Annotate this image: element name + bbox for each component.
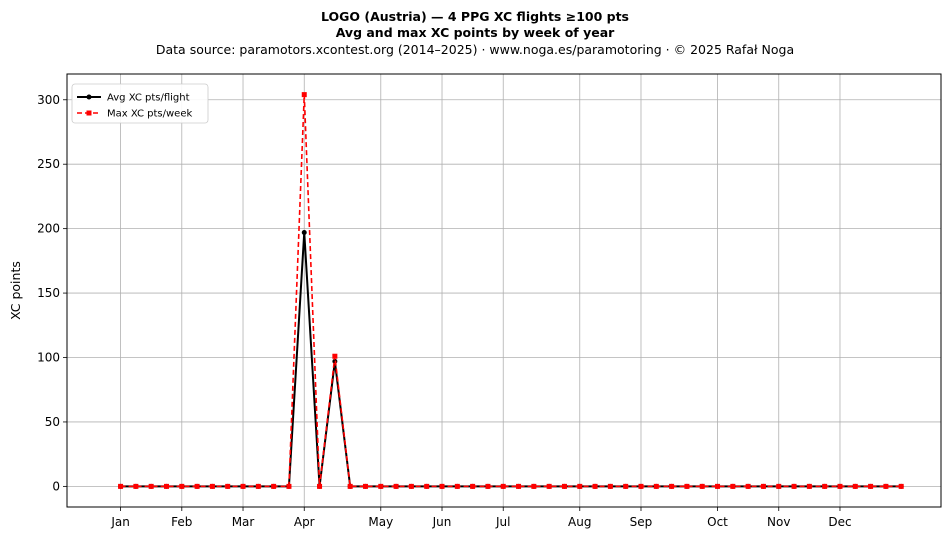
legend-label-max: Max XC pts/week (107, 109, 192, 120)
point-max (470, 483, 476, 489)
point-max (837, 483, 843, 489)
point-max (301, 92, 307, 98)
x-tick-label: Nov (767, 515, 790, 529)
point-max (623, 483, 629, 489)
point-max (317, 483, 323, 489)
point-max (255, 483, 261, 489)
plot-frame (66, 73, 942, 508)
point-max (745, 483, 751, 489)
point-max (209, 483, 215, 489)
point-max (332, 353, 338, 359)
point-max (760, 483, 766, 489)
point-max (898, 483, 904, 489)
legend: Avg XC pts/flight Max XC pts/week (71, 83, 209, 124)
point-max (531, 483, 537, 489)
ticks: 0 50 100 150 200 250 300 Jan Feb Mar Apr May Jun Jul A… (37, 93, 852, 529)
x-tick-label: Jun (432, 515, 452, 529)
chart-title-line-1: LOGO (Austria) — 4 PPG XC flights ≥100 p… (321, 9, 629, 24)
point-max (179, 483, 185, 489)
y-tick-label: 0 (52, 479, 60, 493)
y-tick-label: 200 (37, 222, 60, 236)
point-max (286, 483, 292, 489)
legend-marker-avg (86, 94, 92, 100)
point-max (133, 483, 139, 489)
point-max (776, 483, 782, 489)
grid (67, 74, 941, 507)
point-max (715, 483, 721, 489)
point-max (806, 483, 812, 489)
point-avg (301, 230, 307, 236)
point-max (638, 483, 644, 489)
point-max (347, 483, 353, 489)
y-tick-label: 250 (37, 157, 60, 171)
series-line-avg (120, 231, 902, 488)
point-max (546, 483, 552, 489)
x-tick-label: Jan (110, 515, 130, 529)
point-max (730, 483, 736, 489)
point-max (194, 483, 200, 489)
point-max (378, 483, 384, 489)
point-max (118, 483, 124, 489)
point-max (500, 483, 506, 489)
point-max (439, 483, 445, 489)
x-tick-label: May (368, 515, 393, 529)
point-max (485, 483, 491, 489)
point-max (791, 483, 797, 489)
point-max (393, 483, 399, 489)
x-tick-label: Jul (495, 515, 510, 529)
point-max (516, 483, 522, 489)
point-max (561, 483, 567, 489)
point-max (592, 483, 598, 489)
point-max (225, 483, 231, 489)
point-max (454, 483, 460, 489)
y-tick-label: 50 (45, 415, 60, 429)
chart-subtitle: Data source: paramotors.xcontest.org (20… (156, 42, 794, 57)
legend-box (71, 83, 209, 124)
point-max (684, 483, 690, 489)
point-max (163, 483, 169, 489)
legend-label-avg: Avg XC pts/flight (107, 93, 190, 104)
x-tick-label: Sep (630, 515, 653, 529)
series-line-max (120, 93, 902, 488)
x-tick-label: Mar (232, 515, 255, 529)
y-tick-label: 150 (37, 286, 60, 300)
point-max (852, 483, 858, 489)
y-tick-label: 300 (37, 93, 60, 107)
x-tick-label: Feb (171, 515, 192, 529)
x-tick-label: Aug (568, 515, 591, 529)
x-tick-label: Oct (707, 515, 728, 529)
x-tick-label: Apr (294, 515, 315, 529)
point-max (240, 483, 246, 489)
point-max (408, 483, 414, 489)
x-tick-label: Dec (828, 515, 851, 529)
point-max (148, 483, 154, 489)
point-max (271, 483, 277, 489)
point-max (607, 483, 613, 489)
point-max (669, 483, 675, 489)
series-layer (118, 92, 904, 489)
y-axis-label: XC points (8, 261, 23, 320)
chart-title-line-2: Avg and max XC points by week of year (336, 25, 615, 40)
point-max (653, 483, 659, 489)
point-max (868, 483, 874, 489)
point-max (822, 483, 828, 489)
point-max (883, 483, 889, 489)
y-tick-label: 100 (37, 351, 60, 365)
legend-marker-max (86, 110, 92, 116)
point-max (362, 483, 368, 489)
point-max (577, 483, 583, 489)
point-max (424, 483, 430, 489)
point-max (699, 483, 705, 489)
